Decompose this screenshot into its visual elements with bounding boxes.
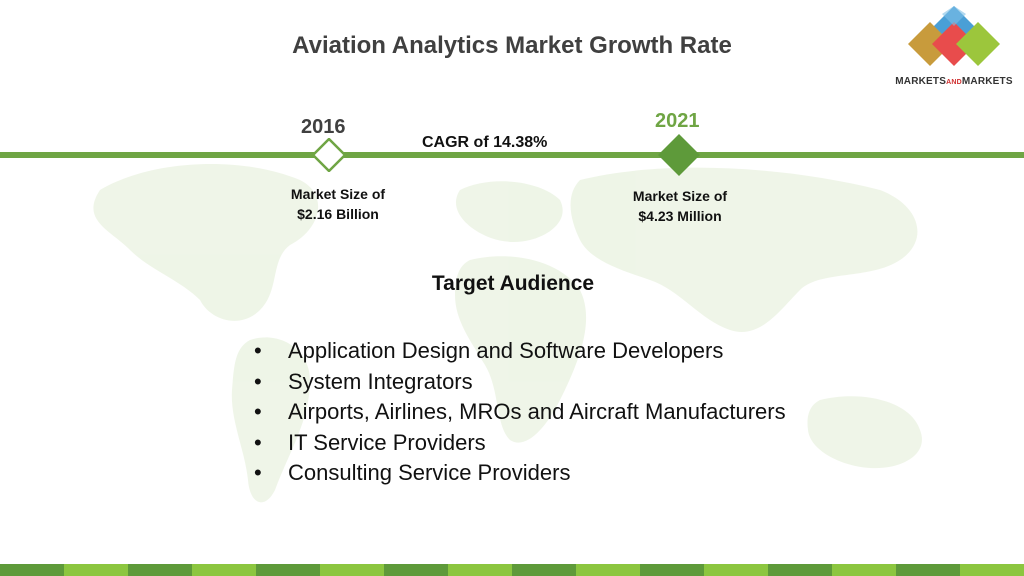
logo-diamonds-icon <box>908 6 1000 66</box>
logo-word-and: AND <box>946 79 962 86</box>
footer-segment <box>192 564 256 576</box>
year-start-label: 2016 <box>301 116 346 138</box>
logo-wordmark: MARKETSANDMARKETS <box>888 76 1020 87</box>
market-size-start: Market Size of $2.16 Billion <box>268 184 408 224</box>
market-size-start-line2: $2.16 Billion <box>297 206 379 222</box>
market-size-end-line1: Market Size of <box>632 188 728 204</box>
logo-word-1: MARKETS <box>895 76 947 87</box>
footer-segment <box>320 564 384 576</box>
footer-segment <box>768 564 832 576</box>
footer-segment <box>896 564 960 576</box>
footer-stripe <box>0 564 1024 576</box>
market-size-end: Market Size of $4.23 Million <box>610 186 750 226</box>
target-audience-list: Application Design and Software Develope… <box>254 336 786 489</box>
footer-segment <box>960 564 1024 576</box>
footer-segment <box>512 564 576 576</box>
footer-segment <box>384 564 448 576</box>
timeline-line <box>0 152 1024 158</box>
footer-segment <box>64 564 128 576</box>
footer-segment <box>832 564 896 576</box>
target-audience-title: Target Audience <box>431 272 595 295</box>
footer-segment <box>576 564 640 576</box>
list-item: IT Service Providers <box>254 428 786 459</box>
year-end-label: 2021 <box>655 110 700 132</box>
timeline-marker-2021 <box>658 134 700 176</box>
footer-segment <box>0 564 64 576</box>
footer-segment <box>640 564 704 576</box>
footer-segment <box>256 564 320 576</box>
list-item: Airports, Airlines, MROs and Aircraft Ma… <box>254 397 786 428</box>
logo-word-2: MARKETS <box>961 76 1013 87</box>
list-item: System Integrators <box>254 367 786 398</box>
slide-title: Aviation Analytics Market Growth Rate <box>292 32 732 59</box>
list-item: Consulting Service Providers <box>254 458 786 489</box>
footer-segment <box>448 564 512 576</box>
market-size-start-line1: Market Size of <box>290 186 386 202</box>
cagr-label: CAGR of 14.38% <box>422 134 548 151</box>
footer-segment <box>704 564 768 576</box>
timeline-marker-2016 <box>312 138 346 172</box>
market-size-end-line2: $4.23 Million <box>638 208 722 224</box>
company-logo: MARKETSANDMARKETS <box>888 6 1018 96</box>
footer-segment <box>128 564 192 576</box>
list-item: Application Design and Software Develope… <box>254 336 786 367</box>
